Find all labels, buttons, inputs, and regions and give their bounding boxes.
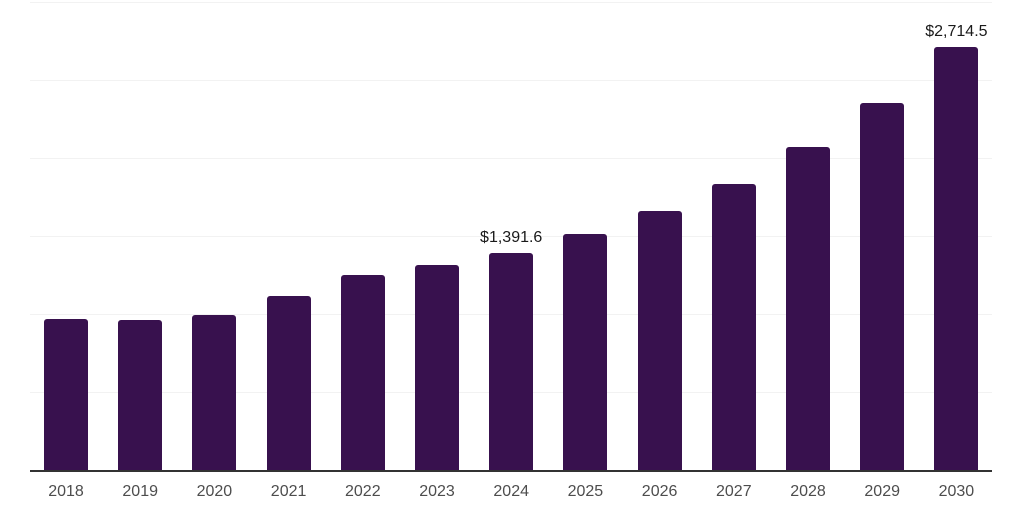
bar-2026 <box>637 210 682 470</box>
x-tick-2019: 2019 <box>122 483 158 500</box>
x-tick-2028: 2028 <box>790 483 826 500</box>
x-tick-2029: 2029 <box>864 483 900 500</box>
plot-area: $1,391.6 $2,714.5 <box>30 2 992 472</box>
x-tick-2022: 2022 <box>345 483 381 500</box>
bar-2025 <box>563 233 608 470</box>
data-label-2024: $1,391.6 <box>480 228 543 246</box>
data-label-2030: $2,714.5 <box>925 22 988 40</box>
bar-2030 <box>934 46 979 470</box>
bar-2019 <box>118 320 163 470</box>
gridline-1500 <box>30 236 992 237</box>
bar-2021 <box>266 295 311 470</box>
bar-2022 <box>340 274 385 470</box>
bar-2027 <box>711 184 756 470</box>
x-tick-2026: 2026 <box>641 483 678 500</box>
gridline-2500 <box>30 80 992 81</box>
x-tick-2030: 2030 <box>938 483 975 500</box>
bar-2029 <box>860 102 905 470</box>
bar-2023 <box>415 264 459 470</box>
x-tick-2027: 2027 <box>716 483 752 500</box>
gridline-3000 <box>30 2 992 3</box>
bar-2028 <box>786 147 830 470</box>
x-tick-2018: 2018 <box>48 483 84 500</box>
x-tick-2021: 2021 <box>270 483 307 500</box>
x-axis-labels: 2018 2019 2020 2021 2022 2023 2024 2025 2026 2027… <box>30 483 992 505</box>
x-tick-2023: 2023 <box>419 483 455 500</box>
x-tick-2020: 2020 <box>196 483 233 500</box>
gridline-2000 <box>30 158 992 159</box>
bar-2020 <box>192 314 237 470</box>
x-tick-2025: 2025 <box>567 483 604 500</box>
x-tick-2024: 2024 <box>493 483 529 500</box>
bar-2018 <box>44 319 88 470</box>
bar-2024 <box>489 252 534 470</box>
